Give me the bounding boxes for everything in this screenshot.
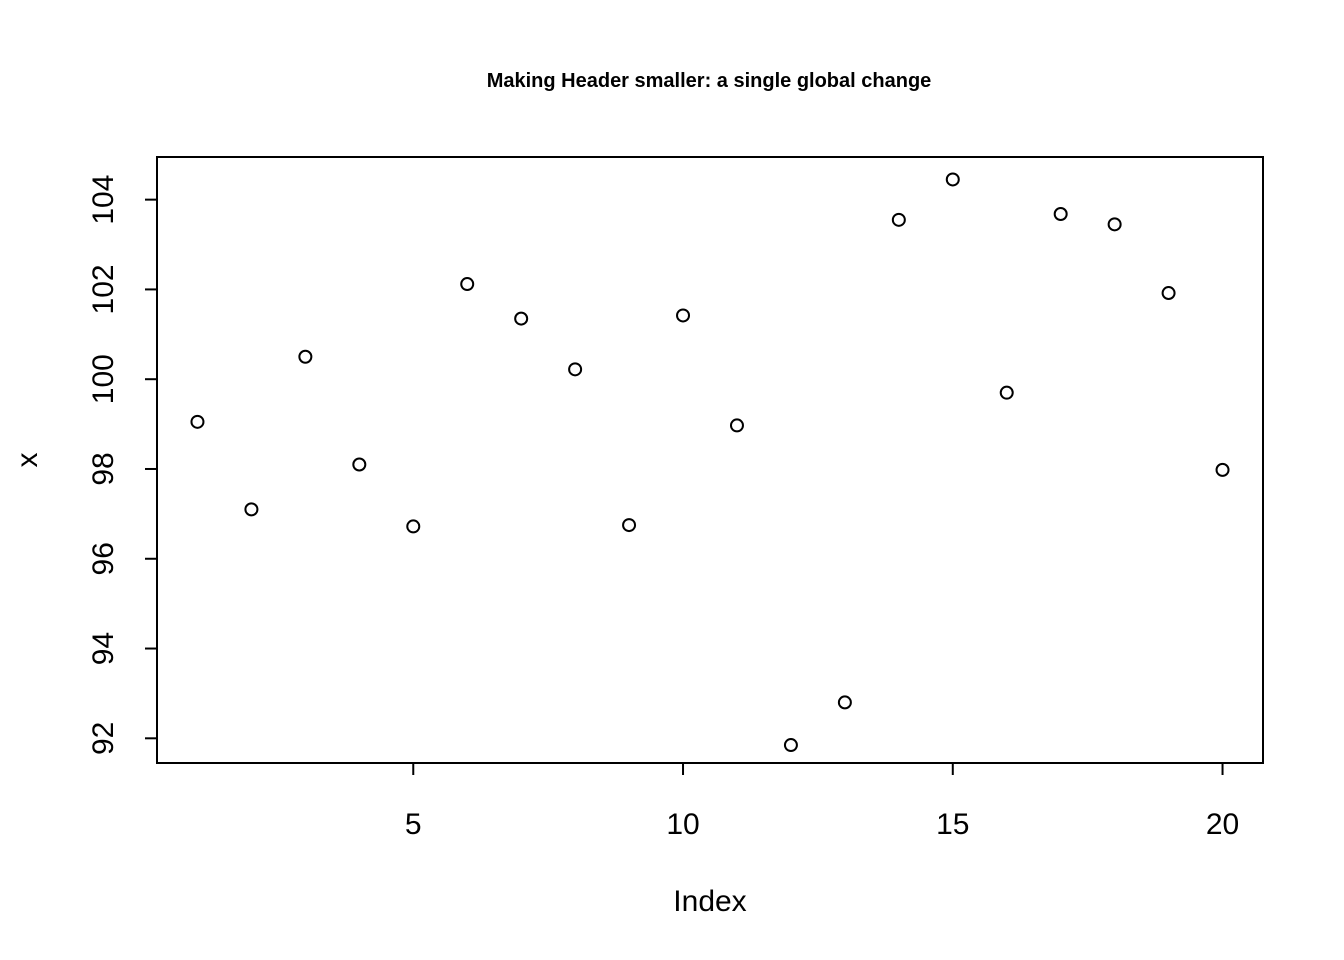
data-point bbox=[837, 695, 852, 710]
y-axis-label: x bbox=[11, 453, 44, 468]
plot-frame bbox=[156, 156, 1264, 764]
y-tick-label: 100 bbox=[87, 354, 120, 404]
x-tick-label: 20 bbox=[1206, 808, 1239, 841]
data-point bbox=[891, 212, 906, 227]
data-point bbox=[729, 418, 744, 433]
data-point bbox=[352, 457, 367, 472]
data-point bbox=[514, 311, 529, 326]
y-tick-label: 104 bbox=[87, 175, 120, 225]
chart-title: Making Header smaller: a single global c… bbox=[487, 70, 932, 92]
data-point bbox=[406, 519, 421, 534]
x-axis: 5 10 15 20 bbox=[405, 762, 1239, 841]
y-tick-label: 98 bbox=[87, 452, 120, 485]
y-tick-label: 92 bbox=[87, 722, 120, 755]
data-point bbox=[460, 277, 475, 292]
data-point bbox=[1161, 286, 1176, 301]
data-point bbox=[676, 308, 691, 323]
data-point bbox=[1107, 217, 1122, 232]
x-tick-label: 5 bbox=[405, 808, 422, 841]
data-point bbox=[190, 414, 205, 429]
y-tick-label: 96 bbox=[87, 542, 120, 575]
y-tick-label: 102 bbox=[87, 264, 120, 314]
data-point bbox=[244, 502, 259, 517]
data-points bbox=[190, 172, 1230, 753]
y-axis: 92 94 96 98 100 102 104 bbox=[87, 175, 158, 755]
data-point bbox=[298, 349, 313, 364]
data-point bbox=[999, 385, 1014, 400]
x-axis-label: Index bbox=[673, 885, 746, 918]
data-point bbox=[622, 518, 637, 533]
data-point bbox=[1053, 207, 1068, 222]
data-point bbox=[1215, 462, 1230, 477]
x-tick-label: 10 bbox=[666, 808, 699, 841]
data-point bbox=[945, 172, 960, 187]
data-point bbox=[783, 738, 798, 753]
data-point bbox=[568, 362, 583, 377]
y-tick-label: 94 bbox=[87, 632, 120, 665]
x-tick-label: 15 bbox=[936, 808, 969, 841]
